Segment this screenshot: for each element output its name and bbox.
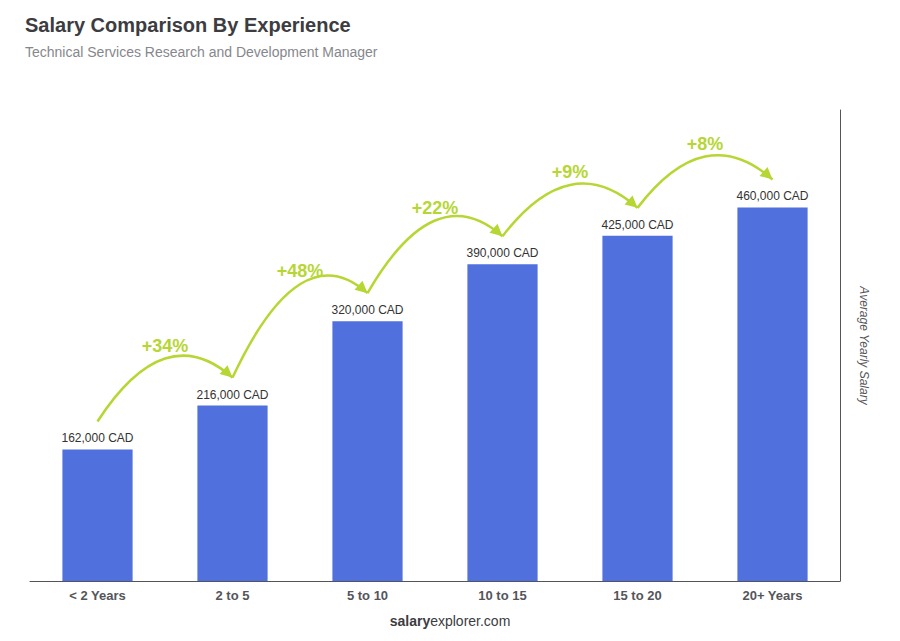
svg-text:320,000 CAD: 320,000 CAD [331, 303, 403, 317]
svg-text:Technical Services Research an: Technical Services Research and Developm… [25, 44, 378, 60]
svg-text:salary: salary [390, 613, 431, 629]
svg-text:< 2 Years: < 2 Years [69, 588, 126, 603]
svg-text:390,000 CAD: 390,000 CAD [466, 246, 538, 260]
svg-text:explorer.com: explorer.com [430, 613, 510, 629]
svg-text:2 to 5: 2 to 5 [216, 588, 250, 603]
svg-text:162,000 CAD: 162,000 CAD [61, 431, 133, 445]
svg-text:Salary Comparison By Experienc: Salary Comparison By Experience [25, 14, 351, 36]
svg-text:460,000 CAD: 460,000 CAD [736, 189, 808, 203]
svg-text:+48%: +48% [277, 261, 324, 281]
svg-text:+8%: +8% [687, 134, 724, 154]
svg-text:5 to 10: 5 to 10 [347, 588, 388, 603]
svg-text:Average Yearly Salary: Average Yearly Salary [857, 285, 871, 405]
svg-text:425,000 CAD: 425,000 CAD [601, 218, 673, 232]
svg-text:+34%: +34% [142, 336, 189, 356]
svg-text:15 to 20: 15 to 20 [613, 588, 661, 603]
svg-text:+22%: +22% [412, 198, 459, 218]
svg-text:20+ Years: 20+ Years [742, 588, 802, 603]
svg-text:216,000 CAD: 216,000 CAD [196, 388, 268, 402]
svg-text:+9%: +9% [552, 162, 589, 182]
svg-text:10 to 15: 10 to 15 [478, 588, 526, 603]
